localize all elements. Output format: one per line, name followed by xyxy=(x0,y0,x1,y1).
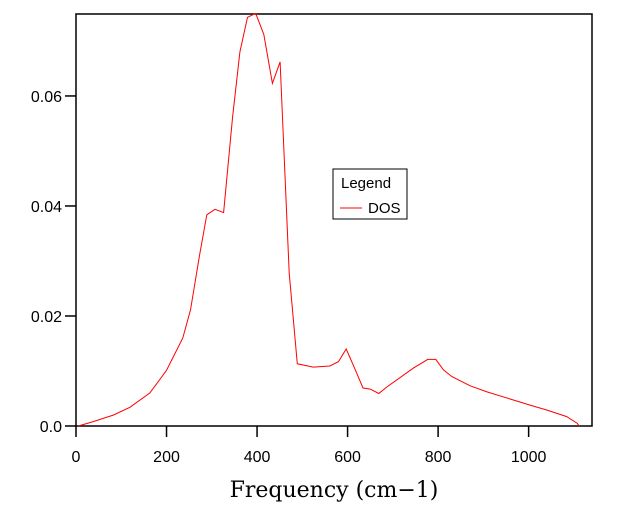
y-axis: 0.0 0.02 0.04 0.06 xyxy=(31,89,76,436)
x-tick-label: 800 xyxy=(425,449,452,466)
y-tick-label: 0.04 xyxy=(31,199,62,216)
y-tick-label: 0.06 xyxy=(31,89,62,106)
plot-frame xyxy=(75,13,593,427)
x-tick-label: 400 xyxy=(244,449,271,466)
series-line-dos xyxy=(78,12,580,427)
legend: Legend DOS xyxy=(332,168,408,220)
legend-title: Legend xyxy=(341,175,391,192)
legend-box xyxy=(332,168,408,220)
x-tick-label: 1000 xyxy=(511,449,547,466)
legend-label-dos: DOS xyxy=(368,200,401,217)
y-tick-label: 0.02 xyxy=(31,309,62,326)
x-axis: 0 200 400 600 800 1000 xyxy=(72,426,547,466)
x-tick-label: 200 xyxy=(153,449,180,466)
x-tick-label: 600 xyxy=(334,449,361,466)
y-tick-label: 0.0 xyxy=(40,419,62,436)
x-tick-label: 0 xyxy=(72,449,81,466)
x-axis-label: Frequency (cm−1) xyxy=(230,478,439,503)
